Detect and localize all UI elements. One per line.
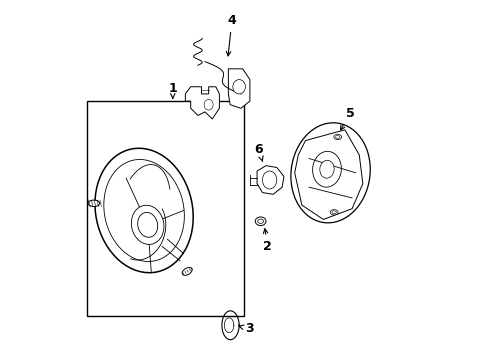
Ellipse shape	[333, 134, 341, 140]
Ellipse shape	[257, 219, 263, 224]
Ellipse shape	[331, 211, 336, 214]
Polygon shape	[294, 130, 362, 220]
Ellipse shape	[312, 151, 341, 187]
Polygon shape	[228, 69, 249, 108]
Ellipse shape	[88, 200, 100, 207]
Ellipse shape	[262, 171, 276, 189]
Ellipse shape	[182, 267, 192, 275]
Ellipse shape	[335, 135, 339, 138]
Ellipse shape	[95, 148, 193, 273]
Text: 4: 4	[226, 14, 236, 56]
Text: 5: 5	[340, 107, 354, 130]
Ellipse shape	[329, 210, 337, 215]
Ellipse shape	[203, 99, 213, 110]
Ellipse shape	[103, 159, 184, 261]
Ellipse shape	[131, 205, 163, 244]
Ellipse shape	[290, 123, 369, 223]
Ellipse shape	[255, 217, 265, 226]
Ellipse shape	[138, 212, 157, 237]
Text: 3: 3	[239, 322, 254, 335]
Ellipse shape	[319, 160, 333, 178]
Text: 2: 2	[263, 229, 272, 253]
Ellipse shape	[232, 80, 245, 94]
Text: 6: 6	[254, 143, 263, 162]
Polygon shape	[185, 87, 219, 119]
Bar	[86, 101, 244, 316]
Polygon shape	[257, 166, 284, 194]
Text: 1: 1	[168, 82, 177, 98]
